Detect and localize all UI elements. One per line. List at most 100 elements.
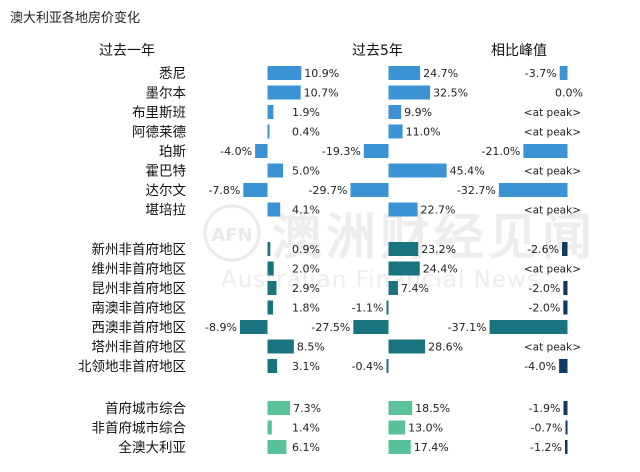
value-label-y1: 0.9% [292,243,320,256]
bar-y5 [388,242,419,256]
value-label-y1: 2.9% [292,282,320,295]
region-label: 北领地非首府地区 [78,359,186,375]
value-label-y5: 9.9% [404,106,432,119]
value-label-peak: 0.0% [555,87,583,100]
region-label: 塔州非首府地区 [92,340,187,356]
value-label-y1: 0.4% [292,126,320,139]
watermark-logo: AFN [203,204,261,262]
bar-y5 [388,440,411,454]
value-label-y1: -8.9% [205,321,237,334]
bar-y5 [388,281,398,295]
value-label-peak: -2.0% [528,302,560,315]
value-label-peak: -0.7% [531,422,563,435]
value-label-y5: -0.4% [352,360,384,373]
bar-y1 [243,183,268,197]
value-label-peak: -4.0% [524,360,556,373]
at-peak-label: <at peak> [524,107,581,119]
region-label: 墨尔本 [146,86,187,102]
value-label-peak: -1.9% [529,402,561,415]
at-peak-label: <at peak> [524,166,581,178]
value-label-y5: 28.6% [428,341,463,354]
watermark-cn: 澳洲财经见闻 [272,208,596,266]
bar-y1 [267,281,277,295]
bar-y5 [388,124,403,139]
value-label-peak: -32.7% [457,184,496,197]
bar-y5 [388,105,402,119]
bar-y1 [267,202,281,217]
at-peak-label: <at peak> [524,342,581,354]
region-label: 维州非首府地区 [92,262,187,278]
value-label-peak: -1.2% [530,441,562,454]
bar-y5 [386,359,389,373]
column-header-1y: 过去一年 [99,43,155,59]
value-label-y1: 2.0% [292,263,320,276]
bar-y1 [255,144,268,158]
bar-peak [559,66,568,80]
bar-y5 [388,401,413,415]
value-label-y1: 4.1% [292,204,320,217]
chart-title: 澳大利亚各地房价变化 [10,10,140,26]
bar-y1 [267,359,278,373]
region-label: 首府城市综合 [105,400,186,417]
value-label-y1: 3.1% [292,360,320,373]
bar-y1 [267,105,274,119]
bar-y1 [267,420,272,435]
bar-peak [563,401,568,415]
bar-y1 [267,339,294,354]
bar-y1 [267,440,287,454]
bar-y5 [388,85,431,100]
bar-y1 [267,242,271,256]
value-label-y5: 13.0% [408,422,443,435]
value-label-y1: 8.5% [297,341,325,354]
bar-peak [565,420,568,435]
region-label: 布里斯班 [132,105,186,121]
value-label-y5: 24.4% [423,263,458,276]
bar-y5 [388,339,426,354]
bar-y5 [388,66,421,80]
bar-y5 [353,320,389,334]
region-label: 堪培拉 [146,203,187,219]
region-label: 达尔文 [146,183,187,199]
bar-y1 [267,85,301,100]
value-label-y1: 6.1% [292,441,320,454]
value-label-y1: 10.9% [304,67,339,80]
value-label-y5: 11.0% [406,126,441,139]
region-label: 昆州非首府地区 [92,281,187,297]
bar-y5 [388,202,418,217]
region-label: 西澳非首府地区 [92,320,187,336]
bar-y5 [388,261,420,276]
value-label-y5: -1.1% [352,302,384,315]
bar-peak [563,281,568,295]
value-label-y5: 24.7% [423,67,458,80]
value-label-peak: -2.0% [528,282,560,295]
value-label-y5: 17.4% [414,441,449,454]
region-label: 全澳大利亚 [119,439,187,456]
value-label-y5: -27.5% [311,321,350,334]
value-label-y5: 32.5% [433,87,468,100]
at-peak-label: <at peak> [524,205,581,217]
chart-rows: 悉尼 10.9% 24.7% -3.7% 墨尔本 10.7% 32.5% 0.0% 布里斯班 1.… [78,66,583,456]
region-label: 非首府城市综合 [92,420,187,437]
value-label-y1: -4.0% [220,145,252,158]
value-label-y1: 7.3% [293,402,321,415]
column-header-peak: 相比峰值 [491,43,547,59]
region-label: 南澳非首府地区 [92,301,187,317]
region-label: 新州非首府地区 [92,242,187,258]
value-label-peak: -37.1% [448,321,487,334]
column-header-5y: 过去5年 [352,43,403,59]
value-label-y1: 1.4% [292,422,320,435]
bar-y1 [267,163,283,178]
bar-y1 [267,401,291,415]
bar-y5 [388,163,447,178]
bar-y5 [386,300,389,315]
bar-peak [562,242,568,256]
at-peak-label: <at peak> [524,127,581,139]
bar-peak [564,440,568,454]
watermark: AFN 澳洲财经见闻 Australian Financial News [203,204,596,293]
bar-y5 [350,183,389,197]
bar-y1 [239,320,268,334]
region-label: 珀斯 [159,144,186,160]
value-label-y5: 7.4% [401,282,429,295]
bar-peak [489,320,568,334]
